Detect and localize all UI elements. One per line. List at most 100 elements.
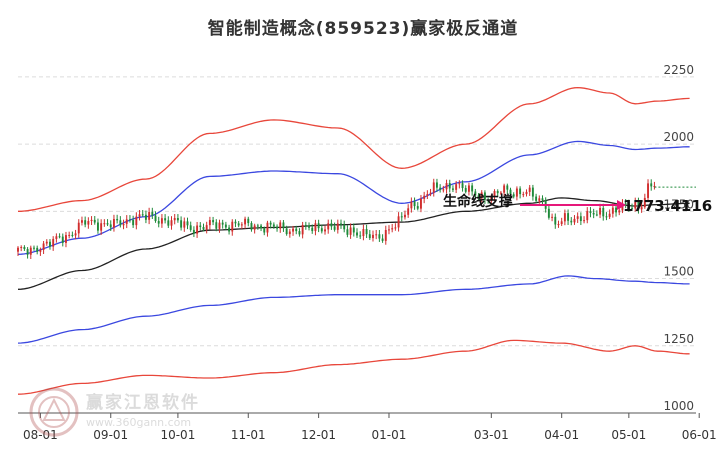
y-tick-label: 2000 [663, 130, 694, 144]
candle-body [404, 214, 406, 218]
x-tick-label: 03-01 [474, 428, 509, 442]
candle-body [493, 191, 496, 197]
candle-body [256, 225, 259, 227]
candle-body [231, 221, 234, 232]
candle-body [599, 207, 602, 215]
candle-body [212, 220, 215, 223]
candle-body [388, 229, 390, 231]
candle-body [586, 211, 589, 221]
candle-body [234, 221, 237, 224]
candle-body [119, 220, 122, 226]
candle-body [263, 228, 266, 233]
candle-body [618, 210, 621, 213]
candle-body [327, 223, 330, 230]
candle-body [103, 223, 106, 225]
candle-body [570, 220, 573, 223]
candle-body [451, 188, 454, 190]
candle-body [324, 229, 326, 232]
candle-body [602, 207, 605, 217]
candle-body [506, 185, 509, 190]
candle-body [394, 227, 397, 229]
candle-body [247, 218, 250, 224]
candle-body [455, 184, 458, 190]
candle-body [509, 189, 512, 195]
candle-body [487, 199, 490, 202]
candle-body [71, 234, 74, 236]
candle-body [595, 214, 598, 216]
candle-body [314, 223, 317, 232]
candle-body [292, 228, 294, 232]
candle-body [96, 222, 99, 231]
candle-body [573, 218, 576, 223]
candle-body [116, 218, 119, 221]
candle-body [77, 222, 80, 234]
candle-body [611, 207, 614, 214]
candle-body [352, 227, 355, 233]
candle-body [583, 220, 586, 222]
candle-body [52, 238, 55, 247]
candle-body [551, 216, 554, 218]
candle-body [515, 188, 518, 197]
x-tick-label: 12-01 [301, 428, 336, 442]
candle-body [304, 224, 307, 226]
candle-body [205, 225, 208, 230]
x-tick-label: 06-01 [682, 428, 717, 442]
candle-body [471, 185, 474, 192]
candle-body [429, 192, 432, 195]
x-tick-label: 08-01 [23, 428, 58, 442]
candle-body [33, 247, 35, 249]
candle-body [432, 182, 435, 193]
candle-body [381, 238, 384, 241]
y-tick-label: 1500 [663, 265, 694, 279]
candle-body [535, 196, 538, 201]
candle-body [237, 223, 240, 226]
candle-body [340, 223, 342, 225]
candle-body [269, 222, 272, 225]
candle-body [336, 223, 339, 230]
candle-body [448, 183, 451, 189]
candle-body [407, 208, 410, 215]
candle-body [503, 185, 506, 193]
candle-body [282, 222, 285, 229]
candle-body [240, 224, 243, 226]
candle-body [483, 192, 486, 200]
candle-body [631, 207, 633, 209]
candle-body [439, 187, 442, 190]
x-tick-label: 11-01 [231, 428, 266, 442]
candle-body [29, 247, 32, 255]
candle-body [557, 224, 560, 226]
candle-body [68, 234, 71, 236]
candle-body [279, 222, 282, 229]
candle-body [356, 232, 358, 236]
candle-body [132, 220, 135, 226]
candle-body [144, 214, 147, 220]
candle-body [608, 213, 611, 217]
candle-body [519, 188, 522, 195]
candle-body [295, 228, 298, 232]
candle-body [464, 188, 467, 192]
annotation-label: 生命线支撑 [443, 193, 513, 210]
candle-body [250, 223, 253, 230]
candle-body [391, 228, 394, 230]
candle-body [528, 187, 531, 192]
candle-body [87, 221, 90, 225]
candle-body [272, 224, 275, 227]
candle-body [343, 224, 346, 230]
candle-body [186, 221, 189, 226]
candle-body [84, 220, 87, 225]
candle-body [164, 218, 167, 221]
candle-body [467, 185, 470, 192]
candle-body [525, 191, 528, 195]
candle-body [410, 201, 413, 209]
candle-body [125, 219, 128, 224]
candle-body [154, 215, 157, 222]
candle-body [650, 183, 653, 187]
candle-body [592, 212, 595, 215]
candle-body [634, 201, 637, 209]
candle-body [221, 222, 224, 225]
candle-body [106, 223, 109, 225]
candle-body [308, 225, 310, 228]
series-line-outer-lower [17, 339, 690, 395]
